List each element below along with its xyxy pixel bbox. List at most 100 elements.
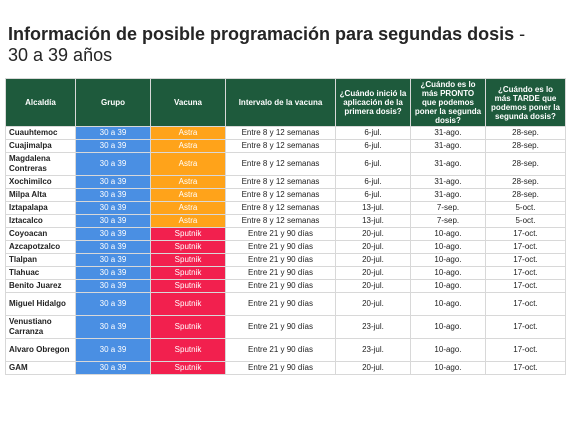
table-row: Azcapotzalco 30 a 39 Sputnik Entre 21 y 90 …	[5, 240, 566, 254]
column-header: Vacuna	[150, 78, 226, 127]
table-cell: Entre 8 y 12 semanas	[225, 201, 336, 215]
table-row: Coyoacan 30 a 39 Sputnik Entre 21 y 90 días…	[5, 227, 566, 241]
table-cell: 20-jul.	[335, 292, 411, 316]
table-cell: Astra	[150, 139, 226, 153]
table-cell: 28-sep.	[485, 126, 566, 140]
table-cell: Sputnik	[150, 292, 226, 316]
table-cell: 30 a 39	[75, 188, 151, 202]
table-cell: 20-jul.	[335, 279, 411, 293]
table-cell: Venustiano Carranza	[5, 315, 76, 339]
table-cell: Cuauhtemoc	[5, 126, 76, 140]
table-cell: GAM	[5, 361, 76, 375]
table-cell: Entre 8 y 12 semanas	[225, 152, 336, 176]
table-cell: Alvaro Obregon	[5, 338, 76, 362]
table-cell: Sputnik	[150, 279, 226, 293]
table-cell: 17-oct.	[485, 361, 566, 375]
table-cell: Entre 21 y 90 días	[225, 240, 336, 254]
table-cell: Astra	[150, 214, 226, 228]
table-cell: Xochimilco	[5, 175, 76, 189]
table-cell: 28-sep.	[485, 175, 566, 189]
table-cell: Astra	[150, 201, 226, 215]
table-cell: 10-ago.	[410, 227, 486, 241]
column-header: ¿Cuándo es lo más PRONTO que podemos pon…	[410, 78, 486, 127]
table-cell: 30 a 39	[75, 253, 151, 267]
table-cell: 30 a 39	[75, 214, 151, 228]
table-cell: 17-oct.	[485, 253, 566, 267]
table-cell: 20-jul.	[335, 240, 411, 254]
table-cell: 10-ago.	[410, 279, 486, 293]
table-row: Venustiano Carranza 30 a 39 Sputnik Entre 2…	[5, 315, 566, 339]
table-cell: Entre 8 y 12 semanas	[225, 188, 336, 202]
table-cell: Coyoacan	[5, 227, 76, 241]
table-row: Miguel Hidalgo 30 a 39 Sputnik Entre 21 y 9…	[5, 292, 566, 316]
table-cell: 31-ago.	[410, 188, 486, 202]
table-cell: 30 a 39	[75, 227, 151, 241]
table-cell: Entre 8 y 12 semanas	[225, 126, 336, 140]
table-cell: Tlahuac	[5, 266, 76, 280]
table-cell: Cuajimalpa	[5, 139, 76, 153]
table-row: Cuauhtemoc 30 a 39 Astra Entre 8 y 12 seman…	[5, 126, 566, 140]
table-row: Cuajimalpa 30 a 39 Astra Entre 8 y 12 seman…	[5, 139, 566, 153]
table-cell: Entre 21 y 90 días	[225, 253, 336, 267]
table-cell: Entre 21 y 90 días	[225, 266, 336, 280]
column-header: Alcaldía	[5, 78, 76, 127]
table-cell: 20-jul.	[335, 266, 411, 280]
column-header: ¿Cuándo inició la aplicación de la prime…	[335, 78, 411, 127]
table-cell: 17-oct.	[485, 240, 566, 254]
table-cell: 30 a 39	[75, 240, 151, 254]
table-cell: 10-ago.	[410, 266, 486, 280]
table-row: Alvaro Obregon 30 a 39 Sputnik Entre 21 y 9…	[5, 338, 566, 362]
table-cell: Benito Juarez	[5, 279, 76, 293]
table-cell: 30 a 39	[75, 139, 151, 153]
table-cell: 30 a 39	[75, 292, 151, 316]
column-header: Intervalo de la vacuna	[225, 78, 336, 127]
table-cell: 17-oct.	[485, 266, 566, 280]
title-block: Información de posible programación para…	[8, 24, 548, 66]
table-cell: 31-ago.	[410, 152, 486, 176]
table-cell: 30 a 39	[75, 126, 151, 140]
table-row: Milpa Alta 30 a 39 Astra Entre 8 y 12 seman…	[5, 188, 566, 202]
table-cell: 23-jul.	[335, 338, 411, 362]
table-cell: Sputnik	[150, 338, 226, 362]
table-cell: Iztapalapa	[5, 201, 76, 215]
column-header: ¿Cuándo es lo más TARDE que podemos pone…	[485, 78, 566, 127]
table-row: Tlalpan 30 a 39 Sputnik Entre 21 y 90 días 2…	[5, 253, 566, 267]
table-cell: 10-ago.	[410, 361, 486, 375]
table-cell: 17-oct.	[485, 292, 566, 316]
table-cell: Astra	[150, 175, 226, 189]
subtitle: - 30 a 39 años	[8, 24, 526, 65]
schedule-table: Alcaldía Grupo Vacuna Intervalo de la vacun…	[5, 78, 566, 375]
table-cell: 30 a 39	[75, 338, 151, 362]
table-cell: 6-jul.	[335, 188, 411, 202]
table-cell: 20-jul.	[335, 227, 411, 241]
table-cell: Azcapotzalco	[5, 240, 76, 254]
table-cell: Tlalpan	[5, 253, 76, 267]
table-row: Xochimilco 30 a 39 Astra Entre 8 y 12 seman…	[5, 175, 566, 189]
table-cell: 31-ago.	[410, 126, 486, 140]
table-cell: Sputnik	[150, 253, 226, 267]
table-row: Benito Juarez 30 a 39 Sputnik Entre 21 y 90…	[5, 279, 566, 293]
table-cell: Sputnik	[150, 240, 226, 254]
table-row: Iztacalco 30 a 39 Astra Entre 8 y 12 semana…	[5, 214, 566, 228]
table-cell: Entre 8 y 12 semanas	[225, 214, 336, 228]
table-cell: Sputnik	[150, 315, 226, 339]
table-cell: 30 a 39	[75, 279, 151, 293]
table-cell: 5-oct.	[485, 201, 566, 215]
table-cell: 30 a 39	[75, 315, 151, 339]
table-cell: 28-sep.	[485, 152, 566, 176]
table-cell: 20-jul.	[335, 361, 411, 375]
table-cell: 31-ago.	[410, 175, 486, 189]
table-cell: Sputnik	[150, 361, 226, 375]
table-row: Iztapalapa 30 a 39 Astra Entre 8 y 12 seman…	[5, 201, 566, 215]
table-cell: Entre 21 y 90 días	[225, 361, 336, 375]
table-cell: 30 a 39	[75, 201, 151, 215]
table-cell: Iztacalco	[5, 214, 76, 228]
table-cell: 30 a 39	[75, 266, 151, 280]
table-cell: Sputnik	[150, 227, 226, 241]
table-cell: 6-jul.	[335, 175, 411, 189]
table-cell: 10-ago.	[410, 240, 486, 254]
table-cell: 6-jul.	[335, 139, 411, 153]
table-cell: Astra	[150, 126, 226, 140]
table-cell: 20-jul.	[335, 253, 411, 267]
title: Información de posible programación para…	[8, 24, 515, 44]
